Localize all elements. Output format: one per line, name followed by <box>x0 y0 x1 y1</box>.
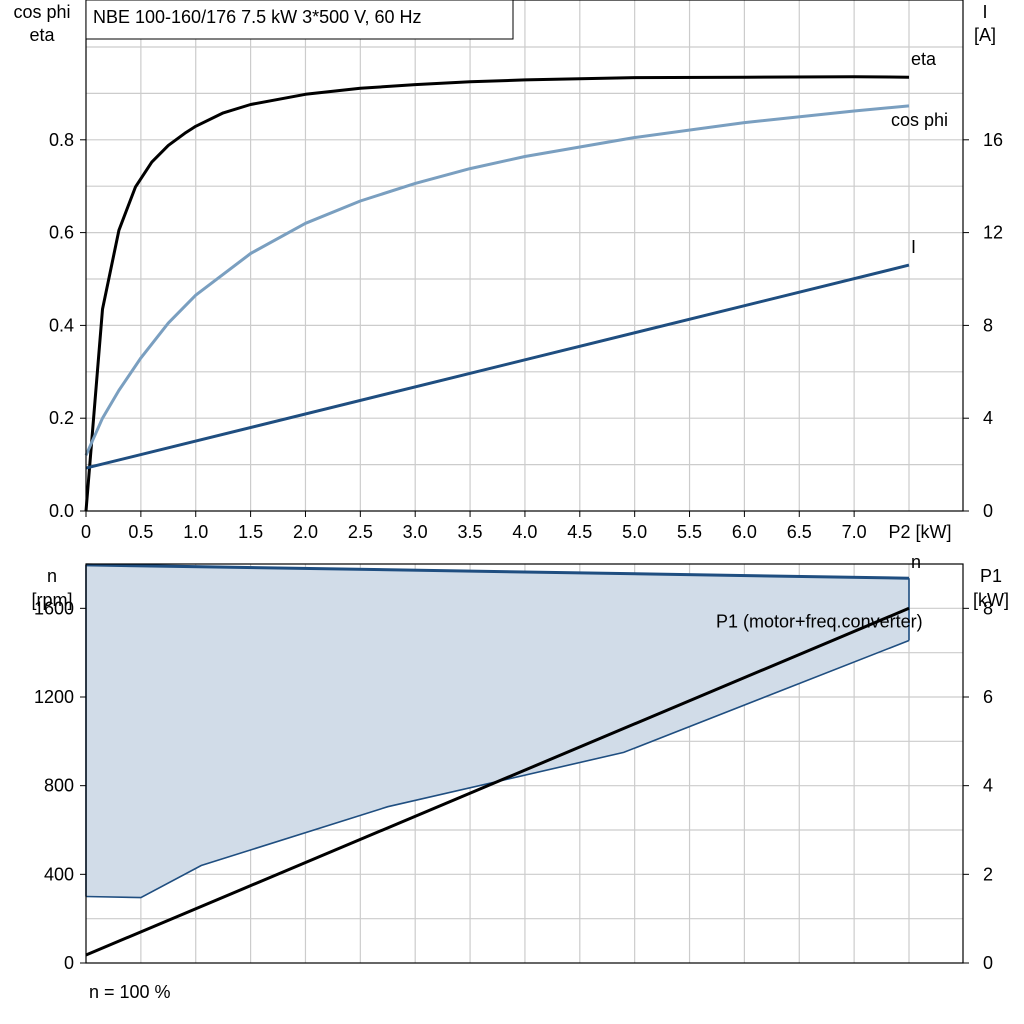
top-x-tick-label: 0.5 <box>128 522 153 542</box>
bottom-y-left-tick-label: 800 <box>44 776 74 796</box>
title-box <box>85 0 514 40</box>
top-x-tick-label: 6.5 <box>787 522 812 542</box>
y-right-label-line2: [A] <box>974 25 996 45</box>
y-left-label-bottom-line2: [rpm] <box>31 590 72 610</box>
bottom-y-left-tick-label: 0 <box>64 953 74 973</box>
top-x-tick-label: 3.0 <box>403 522 428 542</box>
i-label: I <box>911 237 916 257</box>
top-y-left-tick-label: 0.8 <box>49 130 74 150</box>
top-y-right-tick-label: 4 <box>983 408 993 428</box>
top-y-right-tick-label: 0 <box>983 501 993 521</box>
footnote: n = 100 % <box>89 982 171 1002</box>
top-x-tick-label: 4.5 <box>567 522 592 542</box>
top-y-left-tick-label: 0.6 <box>49 223 74 243</box>
x-axis-label: P2 [kW] <box>888 522 951 542</box>
top-y-left-tick-label: 0.4 <box>49 315 74 335</box>
top-x-tick-label: 1.5 <box>238 522 263 542</box>
n-max-line <box>85 563 910 580</box>
chart-title: NBE 100-160/176 7.5 kW 3*500 V, 60 Hz <box>93 7 422 27</box>
top-y-right-tick-label: 8 <box>983 315 993 335</box>
n-label: n <box>911 552 921 572</box>
eta-label: eta <box>911 49 937 69</box>
cos-phi-line <box>84 104 910 456</box>
top-y-left-tick-label: 0.0 <box>49 501 74 521</box>
bottom-y-left-tick-label: 400 <box>44 864 74 884</box>
bottom-y-right-tick-label: 4 <box>983 776 993 796</box>
p1-line <box>85 606 910 957</box>
top-y-left-tick-label: 0.2 <box>49 408 74 428</box>
eta-line <box>84 75 910 512</box>
top-x-tick-label: 6.0 <box>732 522 757 542</box>
top-chart-series: eta cos phi I <box>84 49 948 512</box>
y-left-label-line2: eta <box>29 25 55 45</box>
top-x-tick-label: 3.5 <box>458 522 483 542</box>
top-x-tick-label: 4.0 <box>512 522 537 542</box>
cos-phi-label: cos phi <box>891 110 948 130</box>
top-x-tick-label: 0 <box>81 522 91 542</box>
y-left-label-bottom-line1: n <box>47 566 57 586</box>
bottom-y-right-tick-label: 0 <box>983 953 993 973</box>
bottom-y-right-tick-label: 6 <box>983 687 993 707</box>
y-left-label-line1: cos phi <box>13 2 70 22</box>
bottom-y-right-tick-label: 8 <box>983 598 993 618</box>
bottom-y-right-tick-label: 2 <box>983 864 993 884</box>
speed-range-area <box>86 564 909 898</box>
bottom-chart-ticks: 0 400 800 1200 1600 0 2 4 6 8 <box>34 598 993 973</box>
top-x-tick-label: 2.5 <box>348 522 373 542</box>
top-x-tick-label: 5.5 <box>677 522 702 542</box>
bottom-y-left-tick-label: 1600 <box>34 598 74 618</box>
top-y-right-tick-label: 12 <box>983 223 1003 243</box>
y-right-label-bottom-line1: P1 <box>980 566 1002 586</box>
top-y-right-tick-label: 16 <box>983 130 1003 150</box>
y-right-label-bottom-line2: [kW] <box>973 590 1009 610</box>
i-line <box>85 263 910 470</box>
p1-label: P1 (motor+freq.converter) <box>716 611 923 631</box>
top-chart-ticks: 0 0.5 1.0 1.5 2.0 2.5 3.0 3.5 4.0 4.5 5.0 5.5 6.0 6.5… <box>49 130 1003 542</box>
n-min-line <box>85 639 910 899</box>
top-x-tick-label: 1.0 <box>183 522 208 542</box>
speed-range-fill <box>86 564 909 898</box>
bottom-chart-frame <box>85 563 964 964</box>
y-right-label-line1: I <box>982 2 987 22</box>
top-x-tick-label: 5.0 <box>622 522 647 542</box>
top-x-tick-label: 2.0 <box>293 522 318 542</box>
bottom-y-left-tick-label: 1200 <box>34 687 74 707</box>
top-x-tick-label: 7.0 <box>842 522 867 542</box>
